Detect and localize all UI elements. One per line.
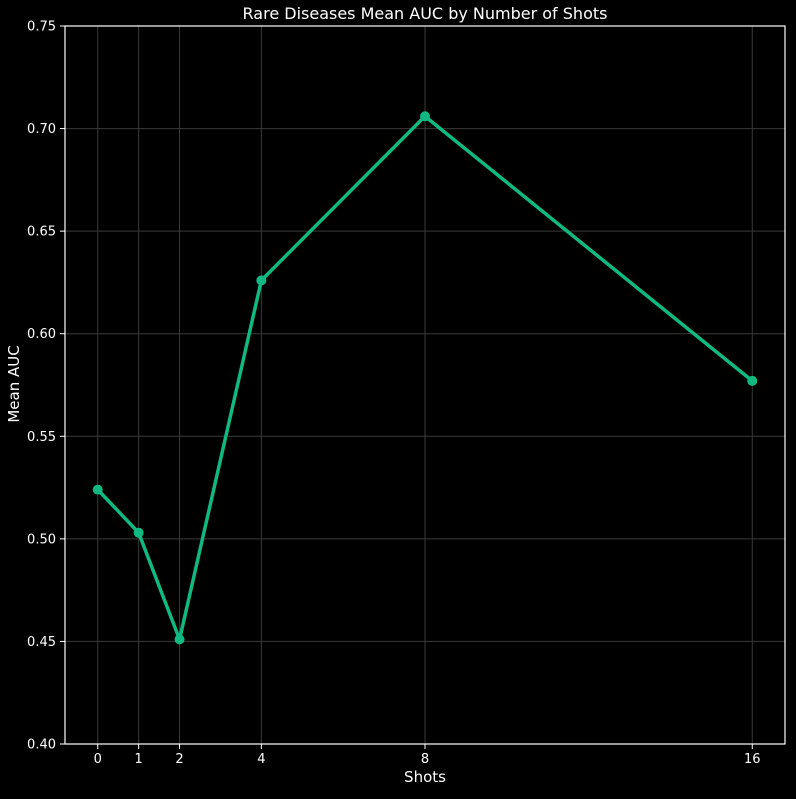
y-tick-label: 0.70 [27,122,56,137]
y-tick-label: 0.45 [27,635,56,650]
x-tick-label: 2 [175,752,183,767]
data-point [133,527,144,538]
y-tick-label: 0.40 [27,738,56,753]
y-tick-label: 0.75 [27,20,56,35]
data-point [420,111,430,122]
y-tick-label: 0.65 [27,225,56,240]
y-axis-label: Mean AUC [5,345,23,422]
y-tick-label: 0.60 [27,327,56,342]
series [92,111,758,645]
tick-labels: 0.40 0.45 0.50 0.55 0.60 0.65 0.70 0.75 0 1 2 4 8 16 [27,20,760,768]
y-tick-label: 0.55 [27,430,56,445]
data-point [92,484,103,495]
chart-title: Rare Diseases Mean AUC by Number of Shot… [243,4,608,23]
x-tick-label: 4 [257,752,265,767]
x-tick-label: 8 [421,752,429,767]
data-point [256,275,267,286]
plot-frame [64,25,786,745]
axes [60,25,786,749]
y-tick-label: 0.50 [27,532,56,547]
series-line [95,114,755,642]
data-point [174,634,185,645]
data-point [747,375,758,386]
x-tick-label: 0 [94,752,102,767]
x-tick-label: 16 [744,752,761,767]
x-tick-label: 1 [134,752,142,767]
x-axis-label: Shots [404,768,446,786]
